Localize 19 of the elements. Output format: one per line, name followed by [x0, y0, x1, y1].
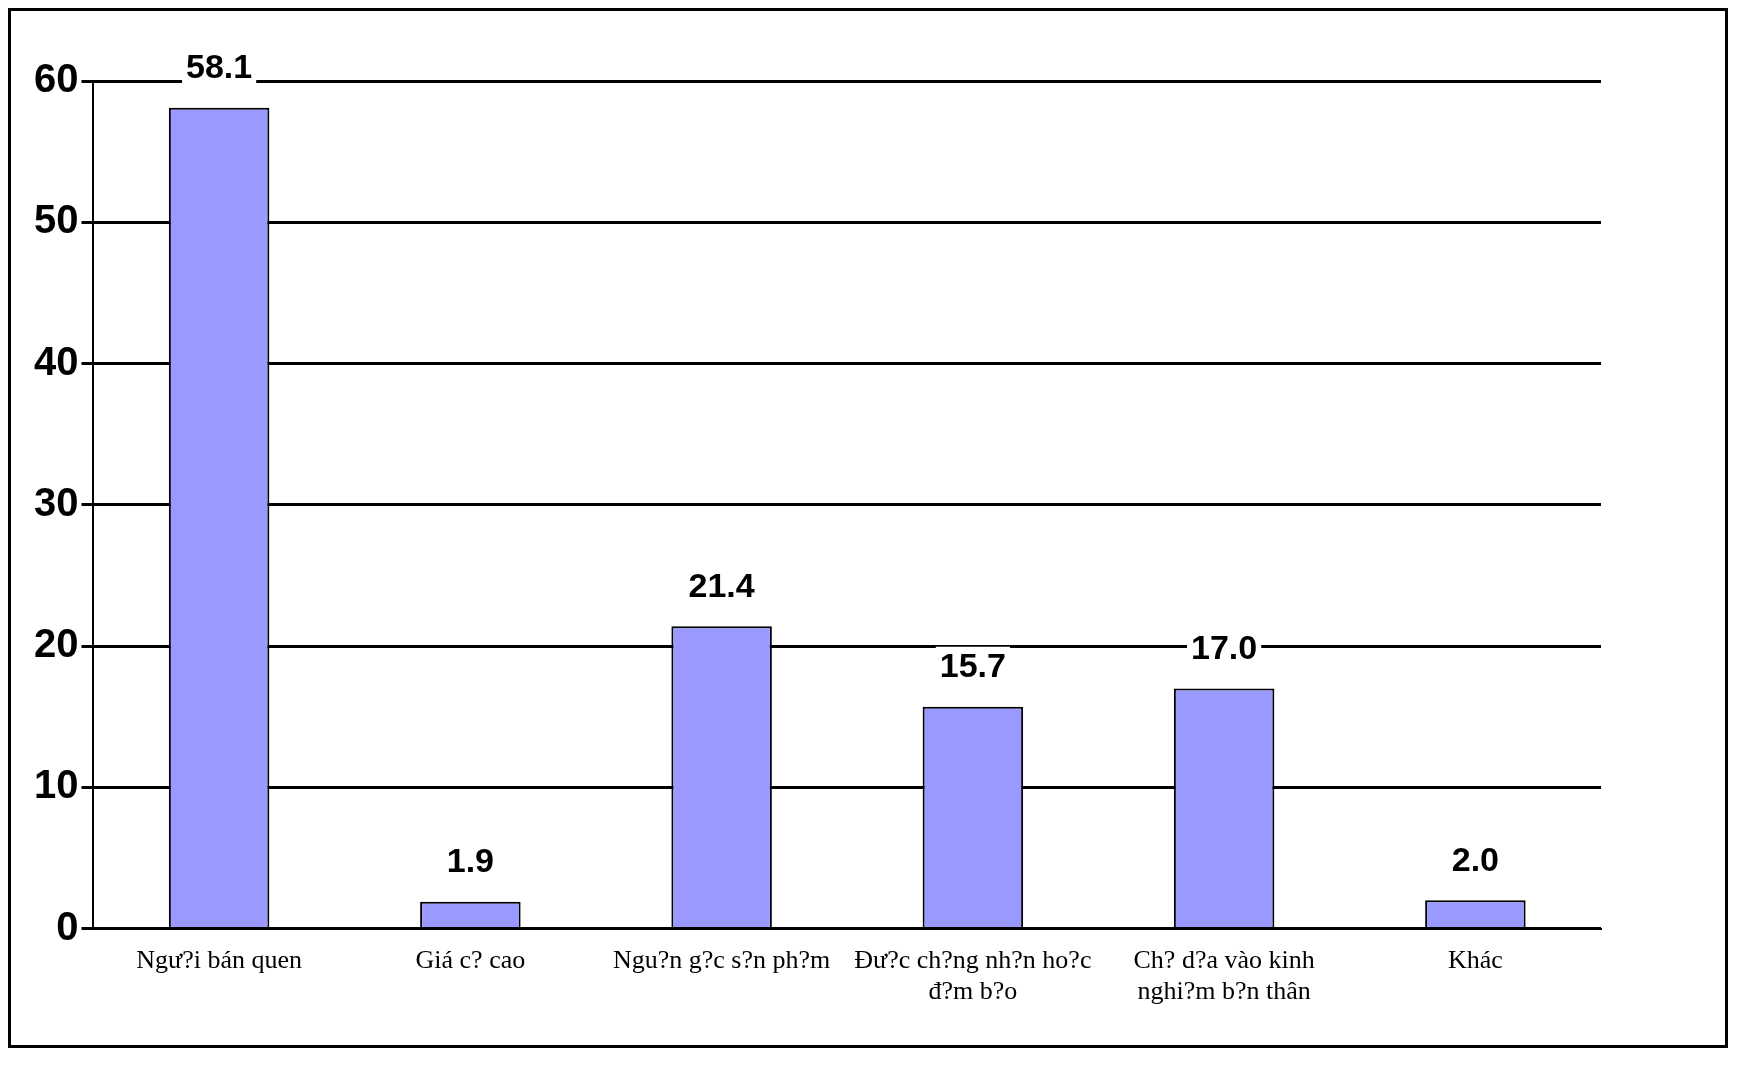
y-tick-label: 30	[33, 479, 79, 524]
y-tick-label: 40	[33, 338, 79, 383]
x-tick-label: Ngư?i bán quen	[136, 945, 302, 975]
x-tick-label: Ngu?n g?c s?n ph?m	[612, 945, 831, 975]
data-label: 58.1	[186, 47, 253, 86]
data-label: 1.9	[446, 841, 494, 880]
data-label: 2.0	[1451, 839, 1500, 878]
x-tick-label: Đư?c ch?ng nh?n ho?c đ?m b?o	[854, 945, 1092, 1006]
y-tick-label: 0	[56, 903, 79, 948]
y-tick-label: 60	[33, 56, 79, 101]
data-label: 21.4	[688, 565, 755, 604]
x-tick-label: Ch? d?a vào kinh nghi?m b?n thân	[1133, 945, 1315, 1006]
y-tick-label: 10	[33, 762, 79, 807]
data-label: 15.7	[939, 646, 1006, 685]
y-tick-label: 20	[33, 621, 79, 666]
x-tick-label: Khác	[1447, 945, 1503, 975]
y-tick-label: 50	[33, 197, 79, 242]
data-label: 17.0	[1191, 627, 1258, 666]
x-tick-label: Giá c? cao	[415, 945, 526, 975]
